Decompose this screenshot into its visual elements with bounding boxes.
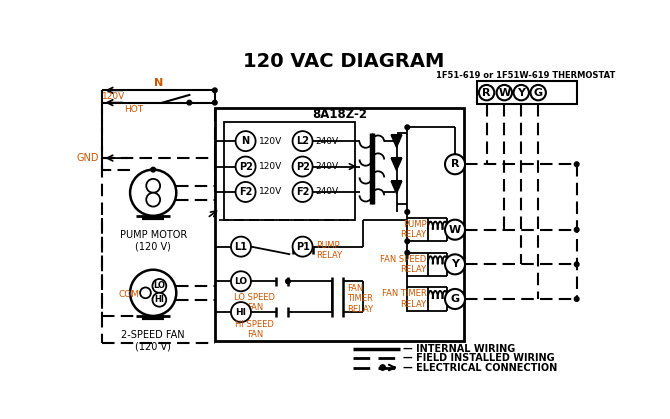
- Text: — FIELD INSTALLED WIRING: — FIELD INSTALLED WIRING: [403, 353, 555, 363]
- Circle shape: [394, 139, 399, 143]
- Circle shape: [405, 125, 409, 129]
- Bar: [476, 81, 577, 104]
- Text: LO SPEED
FAN: LO SPEED FAN: [234, 293, 275, 312]
- Text: FAN
TIMER
RELAY: FAN TIMER RELAY: [347, 284, 373, 314]
- Circle shape: [151, 167, 155, 172]
- Circle shape: [574, 297, 579, 301]
- Text: PUMP MOTOR
(120 V): PUMP MOTOR (120 V): [119, 230, 187, 251]
- Circle shape: [236, 157, 255, 176]
- Text: HI: HI: [154, 295, 164, 304]
- Text: 8A18Z-2: 8A18Z-2: [312, 109, 367, 122]
- Circle shape: [146, 193, 160, 207]
- Text: 240V: 240V: [316, 162, 339, 171]
- Text: 120V: 120V: [259, 162, 282, 171]
- Text: HI: HI: [235, 308, 247, 317]
- Bar: [224, 122, 355, 220]
- Circle shape: [130, 270, 176, 316]
- Text: N: N: [241, 136, 250, 146]
- Text: HOT: HOT: [124, 105, 143, 114]
- Text: R: R: [451, 159, 459, 169]
- Text: N: N: [154, 78, 163, 88]
- Text: L2: L2: [296, 136, 309, 146]
- Circle shape: [445, 254, 465, 274]
- Circle shape: [405, 251, 409, 255]
- Text: GND: GND: [77, 153, 99, 163]
- Circle shape: [146, 179, 160, 193]
- Circle shape: [479, 85, 494, 100]
- Circle shape: [496, 85, 512, 100]
- Text: P2: P2: [295, 162, 310, 171]
- Circle shape: [152, 279, 166, 293]
- Circle shape: [231, 302, 251, 322]
- Text: 120V: 120V: [259, 187, 282, 197]
- Circle shape: [531, 85, 546, 100]
- Text: G: G: [450, 294, 460, 304]
- Text: 120V: 120V: [103, 92, 125, 101]
- Circle shape: [212, 100, 217, 105]
- Text: Y: Y: [517, 88, 525, 98]
- Text: R: R: [482, 88, 491, 98]
- Circle shape: [293, 157, 313, 176]
- Circle shape: [152, 293, 166, 307]
- Circle shape: [513, 85, 529, 100]
- Text: HI SPEED
FAN: HI SPEED FAN: [235, 320, 274, 339]
- Circle shape: [236, 182, 255, 202]
- Bar: [215, 108, 464, 341]
- Text: W: W: [498, 88, 511, 98]
- Circle shape: [574, 162, 579, 166]
- Text: FAN TIMER
RELAY: FAN TIMER RELAY: [382, 289, 427, 309]
- Circle shape: [445, 289, 465, 309]
- Circle shape: [380, 365, 385, 370]
- Text: F2: F2: [296, 187, 310, 197]
- Circle shape: [445, 220, 465, 240]
- Circle shape: [405, 210, 409, 214]
- Text: LO: LO: [234, 277, 247, 286]
- Circle shape: [212, 88, 217, 93]
- Circle shape: [231, 237, 251, 257]
- Text: 120 VAC DIAGRAM: 120 VAC DIAGRAM: [243, 52, 444, 70]
- Circle shape: [231, 271, 251, 291]
- Circle shape: [293, 131, 313, 151]
- Circle shape: [574, 228, 579, 232]
- Text: W: W: [449, 225, 461, 235]
- Text: 120V: 120V: [259, 137, 282, 146]
- Circle shape: [236, 131, 255, 151]
- Text: FAN SPEED
RELAY: FAN SPEED RELAY: [381, 255, 427, 274]
- Text: COM: COM: [119, 290, 139, 299]
- Text: L1: L1: [234, 242, 247, 252]
- Text: PUMP
RELAY: PUMP RELAY: [401, 220, 427, 239]
- Circle shape: [574, 262, 579, 266]
- Polygon shape: [391, 181, 402, 194]
- Circle shape: [445, 154, 465, 174]
- Circle shape: [187, 100, 192, 105]
- Circle shape: [140, 287, 151, 298]
- Text: G: G: [533, 88, 543, 98]
- Text: P2: P2: [239, 162, 253, 171]
- Circle shape: [130, 170, 176, 216]
- Text: PUMP
RELAY: PUMP RELAY: [316, 241, 342, 260]
- Text: 240V: 240V: [316, 187, 339, 197]
- Text: — INTERNAL WIRING: — INTERNAL WIRING: [403, 344, 516, 354]
- Text: LO: LO: [153, 282, 165, 290]
- Text: P1: P1: [295, 242, 310, 252]
- Text: 2-SPEED FAN
(120 V): 2-SPEED FAN (120 V): [121, 330, 185, 352]
- Circle shape: [293, 182, 313, 202]
- Polygon shape: [391, 158, 402, 171]
- Text: 240V: 240V: [316, 137, 339, 146]
- Polygon shape: [391, 135, 402, 147]
- Text: 1F51-619 or 1F51W-619 THERMOSTAT: 1F51-619 or 1F51W-619 THERMOSTAT: [436, 71, 616, 80]
- Text: — ELECTRICAL CONNECTION: — ELECTRICAL CONNECTION: [403, 362, 557, 372]
- Text: Y: Y: [451, 259, 459, 269]
- Circle shape: [405, 239, 409, 243]
- Circle shape: [293, 237, 313, 257]
- Text: F2: F2: [239, 187, 253, 197]
- Circle shape: [285, 279, 290, 284]
